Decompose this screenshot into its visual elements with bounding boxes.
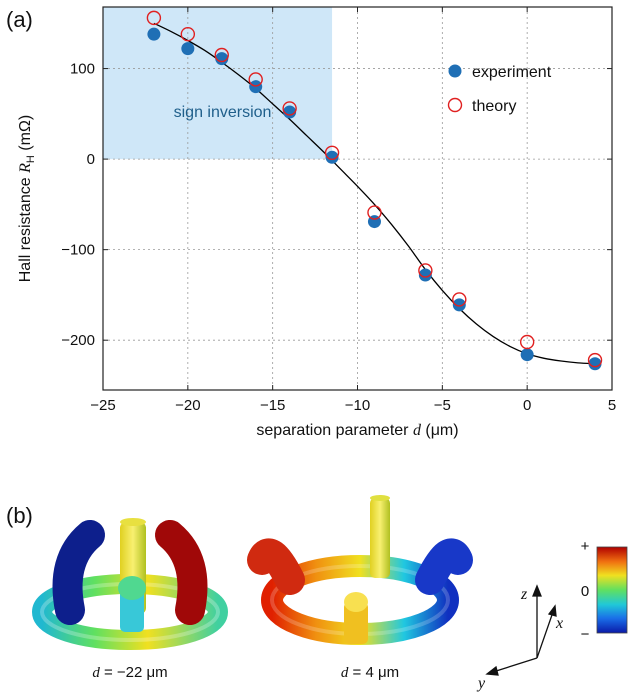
sign-inversion-region bbox=[103, 7, 332, 159]
caption-left: d = −22 μm bbox=[92, 664, 167, 681]
hall-resistance-chart: −25 −20 −15 −10 −5 0 5 −200 −100 0 100 sign invers… bbox=[17, 7, 616, 439]
x-tick-label: −25 bbox=[90, 397, 115, 414]
structure-d-minus-22 bbox=[42, 518, 218, 640]
z-axis-letter: z bbox=[520, 586, 528, 603]
colorbar-mid-label: 0 bbox=[581, 583, 589, 600]
y-tick-label: 0 bbox=[87, 151, 95, 168]
experiment-point bbox=[249, 80, 262, 93]
panel-b-label: (b) bbox=[6, 503, 33, 528]
colorbar-min-label: − bbox=[581, 626, 590, 643]
legend-experiment-marker bbox=[449, 65, 462, 78]
experiment-point bbox=[147, 28, 160, 41]
legend-label: theory bbox=[472, 98, 516, 115]
colorbar: + 0 − bbox=[581, 538, 627, 643]
legend-theory-marker bbox=[449, 99, 462, 112]
x-tick-label: −15 bbox=[260, 397, 285, 414]
y-axis-letter: y bbox=[476, 675, 486, 692]
structure-d-4 bbox=[262, 495, 458, 644]
x-tick-label: 5 bbox=[608, 397, 616, 414]
experiment-point bbox=[181, 42, 194, 55]
x-axis-letter: x bbox=[555, 615, 563, 632]
x-axis-label: separation parameter d (μm) bbox=[256, 422, 458, 439]
x-tick-label: −5 bbox=[434, 397, 451, 414]
caption-right: d = 4 μm bbox=[341, 664, 399, 681]
y-tick-label: 100 bbox=[70, 61, 95, 78]
x-tick-label: 0 bbox=[523, 397, 531, 414]
x-tick-label: −20 bbox=[175, 397, 200, 414]
y-axis-label: Hall resistance RH (mΩ) bbox=[17, 115, 37, 283]
y-tick-label: −100 bbox=[61, 242, 95, 259]
x-tick-label: −10 bbox=[345, 397, 370, 414]
experiment-point bbox=[521, 348, 534, 361]
legend-label: experiment bbox=[472, 64, 552, 81]
colorbar-max-label: + bbox=[581, 538, 590, 555]
panel-a-label: (a) bbox=[6, 7, 33, 32]
sign-inversion-label: sign inversion bbox=[174, 104, 272, 121]
y-tick-label: −200 bbox=[61, 332, 95, 349]
legend: experiment theory bbox=[449, 64, 552, 115]
